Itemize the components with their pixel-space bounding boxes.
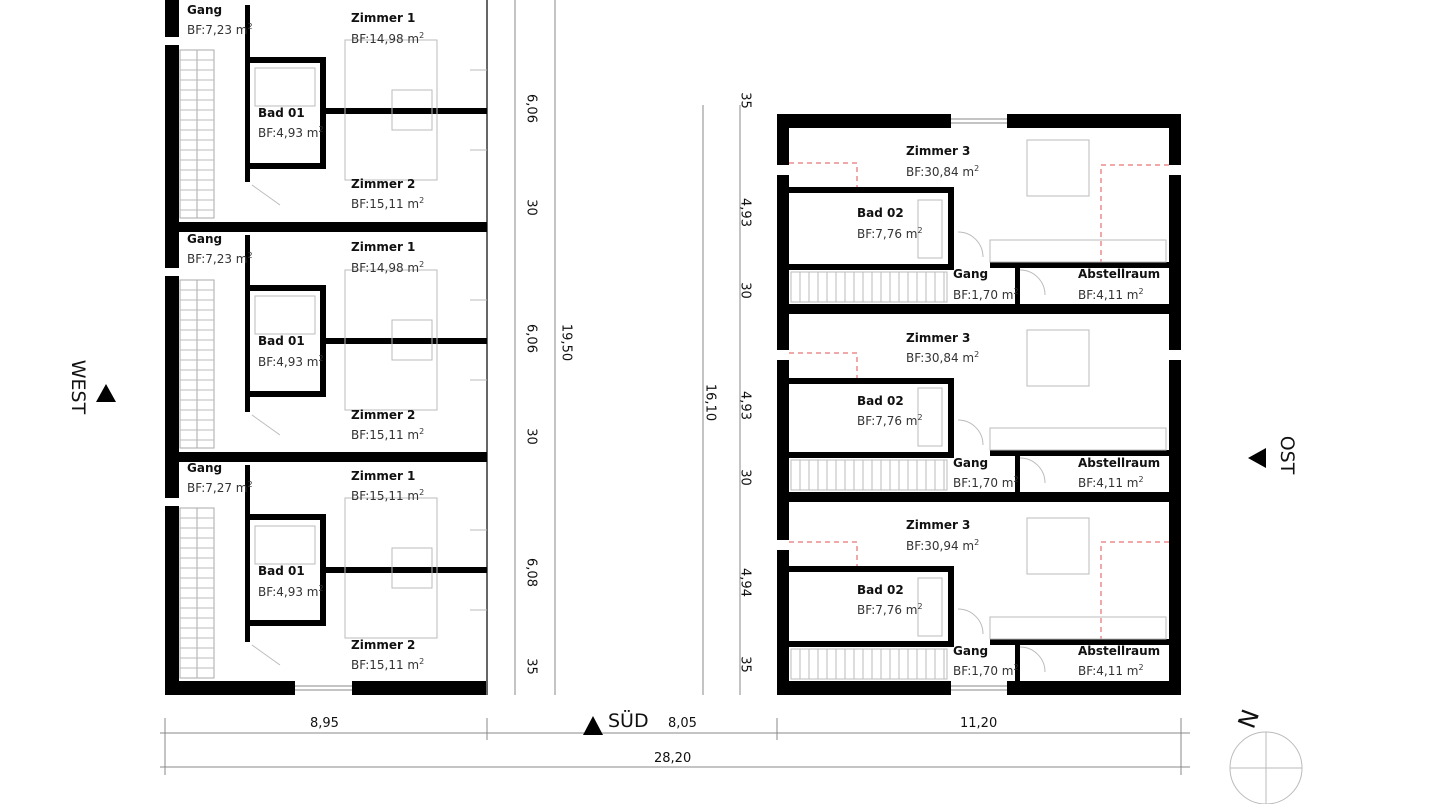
west-dim-1: 6,06 bbox=[523, 94, 539, 123]
west-u2-zimmer1-area: BF:14,98 m2 bbox=[351, 260, 425, 276]
bottom-dim-total: 28,20 bbox=[654, 751, 692, 766]
east-u1-bad-label: Bad 02 bbox=[857, 206, 904, 220]
west-u1-zimmer1-area: BF:14,98 m2 bbox=[351, 31, 425, 47]
west-u2-zimmer1-label: Zimmer 1 bbox=[351, 240, 416, 254]
east-u3-bad-area: BF:7,76 m2 bbox=[857, 602, 923, 618]
east-dim-7: 35 bbox=[737, 656, 753, 673]
east-dim-5: 30 bbox=[737, 469, 753, 486]
east-dim-2: 4,93 bbox=[737, 198, 753, 227]
west-u1-gang-label: Gang bbox=[187, 3, 223, 17]
west-u1-zimmer1-label: Zimmer 1 bbox=[351, 11, 416, 25]
west-u1-zimmer2-area: BF:15,11 m2 bbox=[351, 196, 425, 212]
east-u3-bad-label: Bad 02 bbox=[857, 583, 904, 597]
bottom-dim-left: 8,95 bbox=[310, 716, 339, 731]
east-u1-zimmer3-area: BF:30,84 m2 bbox=[906, 164, 980, 180]
east-u1-gang-label: Gang bbox=[953, 267, 989, 281]
west-dim-5: 6,08 bbox=[523, 558, 539, 587]
east-u2-gang-label: Gang bbox=[953, 456, 989, 470]
west-u1-bad-label: Bad 01 bbox=[258, 106, 305, 120]
west-u1-bad-area: BF:4,93 m2 bbox=[258, 125, 324, 141]
east-dim-1: 35 bbox=[737, 92, 753, 109]
west-u2-bad-area: BF:4,93 m2 bbox=[258, 354, 324, 370]
compass-rose bbox=[1229, 731, 1303, 805]
east-u2-bad-area: BF:7,76 m2 bbox=[857, 413, 923, 429]
east-building bbox=[777, 114, 1181, 695]
west-building bbox=[165, 0, 488, 695]
west-u1-gang-area: BF:7,23 m2 bbox=[187, 22, 253, 38]
east-u2-zimmer3-area: BF:30,84 m2 bbox=[906, 350, 980, 366]
west-arrow-icon bbox=[96, 384, 116, 402]
west-dim-6: 35 bbox=[523, 658, 539, 675]
east-dim-4: 4,93 bbox=[737, 391, 753, 420]
compass-east-label: OST bbox=[1276, 435, 1298, 475]
west-u3-zimmer1-label: Zimmer 1 bbox=[351, 469, 416, 483]
east-dim-6: 4,94 bbox=[737, 568, 753, 597]
west-u1-zimmer2-label: Zimmer 2 bbox=[351, 177, 416, 191]
east-u2-zimmer3-label: Zimmer 3 bbox=[906, 331, 971, 345]
west-dim-4: 30 bbox=[523, 428, 539, 445]
east-u3-zimmer3-area: BF:30,94 m2 bbox=[906, 538, 980, 554]
east-arrow-icon bbox=[1248, 448, 1266, 468]
east-u3-gang-label: Gang bbox=[953, 644, 989, 658]
west-u2-gang-area: BF:7,23 m2 bbox=[187, 251, 253, 267]
west-u3-zimmer2-area: BF:15,11 m2 bbox=[351, 657, 425, 673]
east-u1-abstellraum-label: Abstellraum bbox=[1078, 267, 1161, 281]
dimension-lines bbox=[160, 0, 1190, 775]
compass-south-label: SÜD bbox=[608, 710, 649, 732]
south-arrow-icon bbox=[583, 716, 603, 735]
west-u3-zimmer1-area: BF:15,11 m2 bbox=[351, 488, 425, 504]
west-u2-zimmer2-area: BF:15,11 m2 bbox=[351, 427, 425, 443]
compass-west-label: WEST bbox=[67, 359, 89, 415]
west-u3-gang-label: Gang bbox=[187, 461, 223, 475]
west-u3-bad-area: BF:4,93 m2 bbox=[258, 584, 324, 600]
west-dim-total: 19,50 bbox=[558, 323, 574, 362]
bottom-dim-middle: 8,05 bbox=[668, 716, 697, 731]
west-u2-gang-label: Gang bbox=[187, 232, 223, 246]
west-u2-bad-label: Bad 01 bbox=[258, 334, 305, 348]
west-u2-zimmer2-label: Zimmer 2 bbox=[351, 408, 416, 422]
east-u1-bad-area: BF:7,76 m2 bbox=[857, 226, 923, 242]
east-u2-abstellraum-area: BF:4,11 m2 bbox=[1078, 475, 1144, 491]
east-dim-3: 30 bbox=[737, 282, 753, 299]
west-u3-zimmer2-label: Zimmer 2 bbox=[351, 638, 416, 652]
east-u3-abstellraum-label: Abstellraum bbox=[1078, 644, 1161, 658]
east-u1-gang-area: BF:1,70 m2 bbox=[953, 287, 1019, 303]
east-u1-zimmer3-label: Zimmer 3 bbox=[906, 144, 971, 158]
west-dim-3: 6,06 bbox=[523, 324, 539, 353]
bottom-dim-right: 11,20 bbox=[960, 716, 998, 731]
east-dim-total: 16,10 bbox=[702, 383, 718, 422]
east-u3-zimmer3-label: Zimmer 3 bbox=[906, 518, 971, 532]
east-u2-bad-label: Bad 02 bbox=[857, 394, 904, 408]
west-u3-gang-area: BF:7,27 m2 bbox=[187, 480, 253, 496]
east-u3-abstellraum-area: BF:4,11 m2 bbox=[1078, 663, 1144, 679]
east-u1-abstellraum-area: BF:4,11 m2 bbox=[1078, 287, 1144, 303]
west-u3-bad-label: Bad 01 bbox=[258, 564, 305, 578]
east-u3-gang-area: BF:1,70 m2 bbox=[953, 663, 1019, 679]
east-u2-abstellraum-label: Abstellraum bbox=[1078, 456, 1161, 470]
east-u2-gang-area: BF:1,70 m2 bbox=[953, 475, 1019, 491]
west-dim-2: 30 bbox=[523, 199, 539, 216]
